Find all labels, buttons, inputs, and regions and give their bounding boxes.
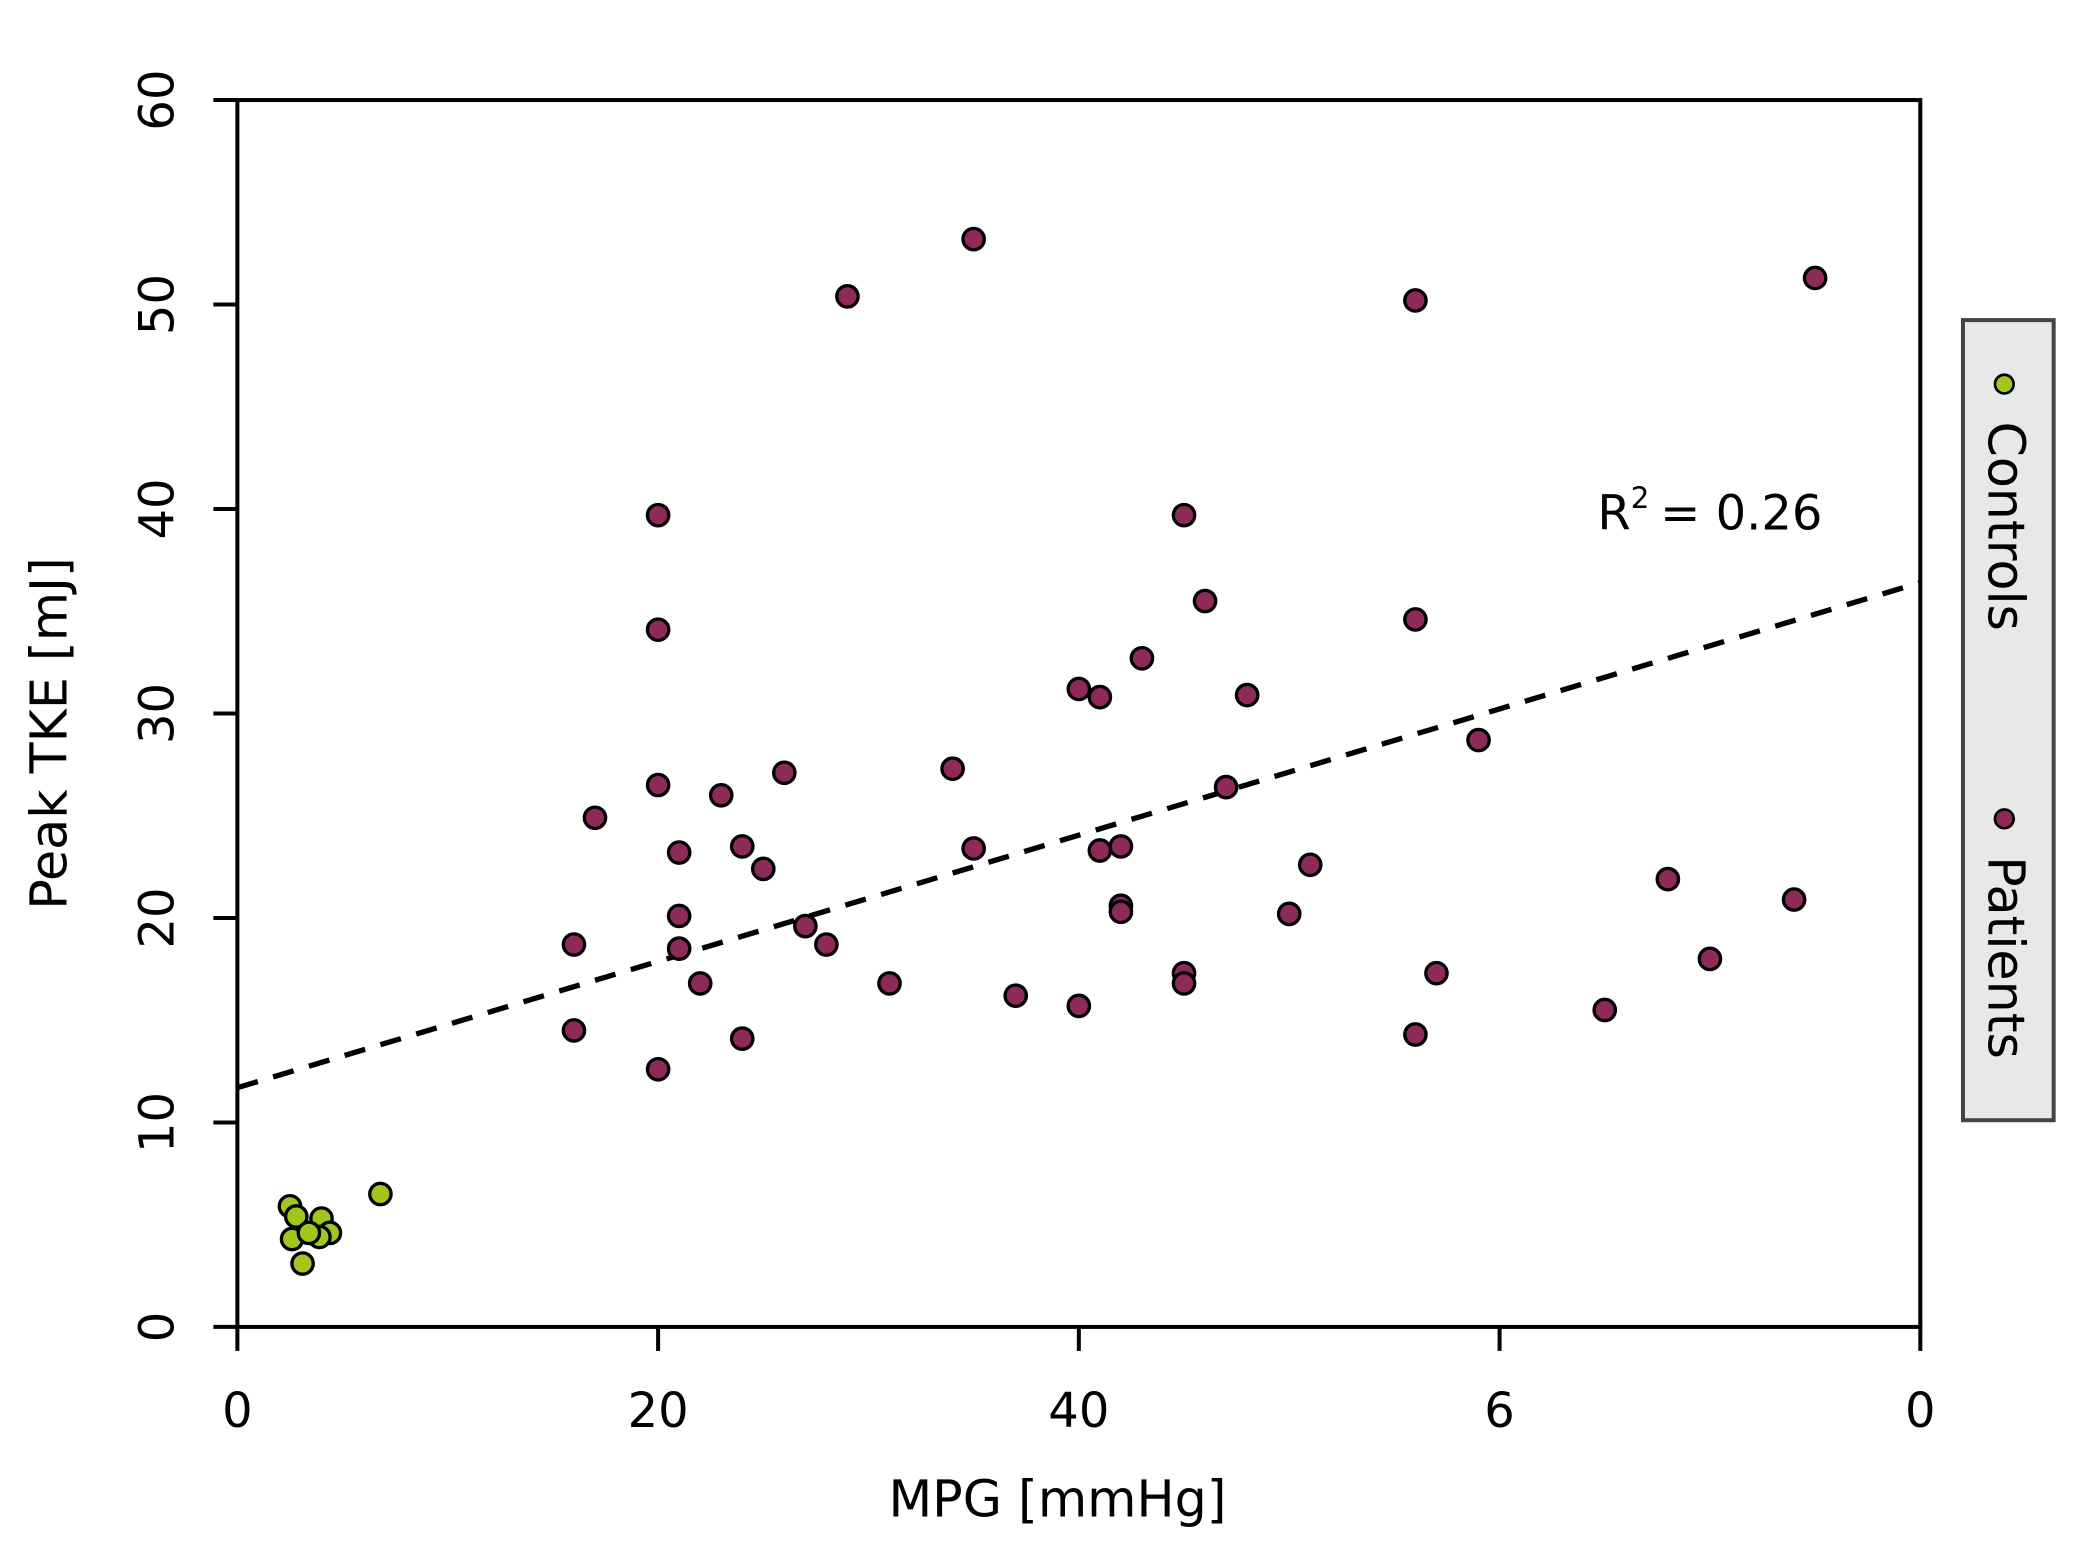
data-point: [1108, 834, 1134, 859]
legend-marker: [1993, 373, 2015, 395]
data-point: [708, 782, 734, 808]
data-point: [1466, 727, 1491, 753]
data-point: [1171, 971, 1197, 996]
data-point: [793, 913, 818, 939]
data-point: [1276, 901, 1302, 927]
x-tick-label: 40: [1048, 1383, 1109, 1439]
data-point: [666, 840, 692, 865]
data-point: [1802, 265, 1828, 291]
data-point: [645, 772, 671, 798]
data-point: [368, 1181, 393, 1207]
data-point: [1066, 676, 1092, 702]
annotation-base: R: [1597, 485, 1630, 541]
data-point: [729, 1026, 755, 1051]
data-point: [1087, 838, 1113, 863]
y-axis-title: Peak TKE [mJ]: [20, 557, 79, 909]
annotation-sup: 2: [1631, 481, 1650, 515]
y-tick-label: 30: [129, 683, 185, 744]
x-tick-label: 20: [628, 1383, 689, 1439]
y-tick-label: 40: [129, 478, 185, 539]
data-point: [1108, 899, 1134, 925]
legend-label: Patients: [1976, 856, 2035, 1059]
y-tick-label: 60: [129, 70, 185, 131]
y-tick-label: 10: [129, 1092, 185, 1153]
legend-label: Controls: [1976, 421, 2035, 631]
x-tick-label: 6: [1484, 1383, 1515, 1439]
data-point: [1171, 502, 1197, 528]
data-point: [750, 856, 776, 882]
data-point: [1129, 645, 1155, 671]
y-tick-label: 50: [129, 274, 185, 335]
data-point: [296, 1220, 322, 1246]
plot-frame: [235, 98, 1923, 1329]
data-point: [1087, 684, 1113, 710]
data-point: [1697, 946, 1723, 972]
data-point: [940, 756, 965, 782]
data-point: [666, 903, 692, 929]
data-point: [1781, 887, 1807, 912]
data-point: [961, 836, 986, 861]
data-point: [1213, 774, 1239, 800]
data-point: [666, 936, 692, 961]
annotation: R2 = 0.26: [1597, 481, 1822, 541]
data-point: [1592, 997, 1618, 1023]
x-tick-label: 0: [222, 1383, 253, 1439]
data-point: [561, 932, 587, 957]
data-point: [814, 932, 839, 957]
data-point: [877, 971, 902, 996]
data-point: [645, 502, 671, 528]
data-point: [561, 1018, 587, 1043]
x-tick-label: 0: [1905, 1383, 1936, 1439]
y-tick-label: 20: [129, 887, 185, 948]
data-point: [1655, 866, 1681, 892]
data-point: [1003, 983, 1029, 1009]
x-axis-title: MPG [mmHg]: [888, 1469, 1226, 1528]
data-point: [1297, 852, 1323, 878]
data-point: [961, 226, 986, 252]
data-point: [645, 1056, 671, 1082]
data-point: [1066, 993, 1092, 1019]
data-point: [1424, 960, 1449, 986]
annotation-rest: = 0.26: [1660, 485, 1822, 541]
data-point: [1192, 588, 1218, 614]
data-point: [835, 284, 860, 309]
data-point: [645, 617, 671, 642]
data-point: [1403, 288, 1428, 313]
data-point: [290, 1251, 315, 1276]
trendline: [236, 580, 1922, 1091]
legend-box: [1960, 318, 2056, 1123]
data-point: [687, 971, 713, 996]
data-point: [771, 760, 797, 786]
data-point: [1403, 1022, 1428, 1047]
legend-marker: [1993, 808, 2015, 830]
data-point: [1234, 682, 1260, 708]
data-point: [582, 805, 608, 831]
y-tick-label: 0: [129, 1312, 185, 1343]
data-point: [729, 834, 755, 859]
data-point: [283, 1204, 309, 1229]
data-point: [1403, 607, 1428, 632]
